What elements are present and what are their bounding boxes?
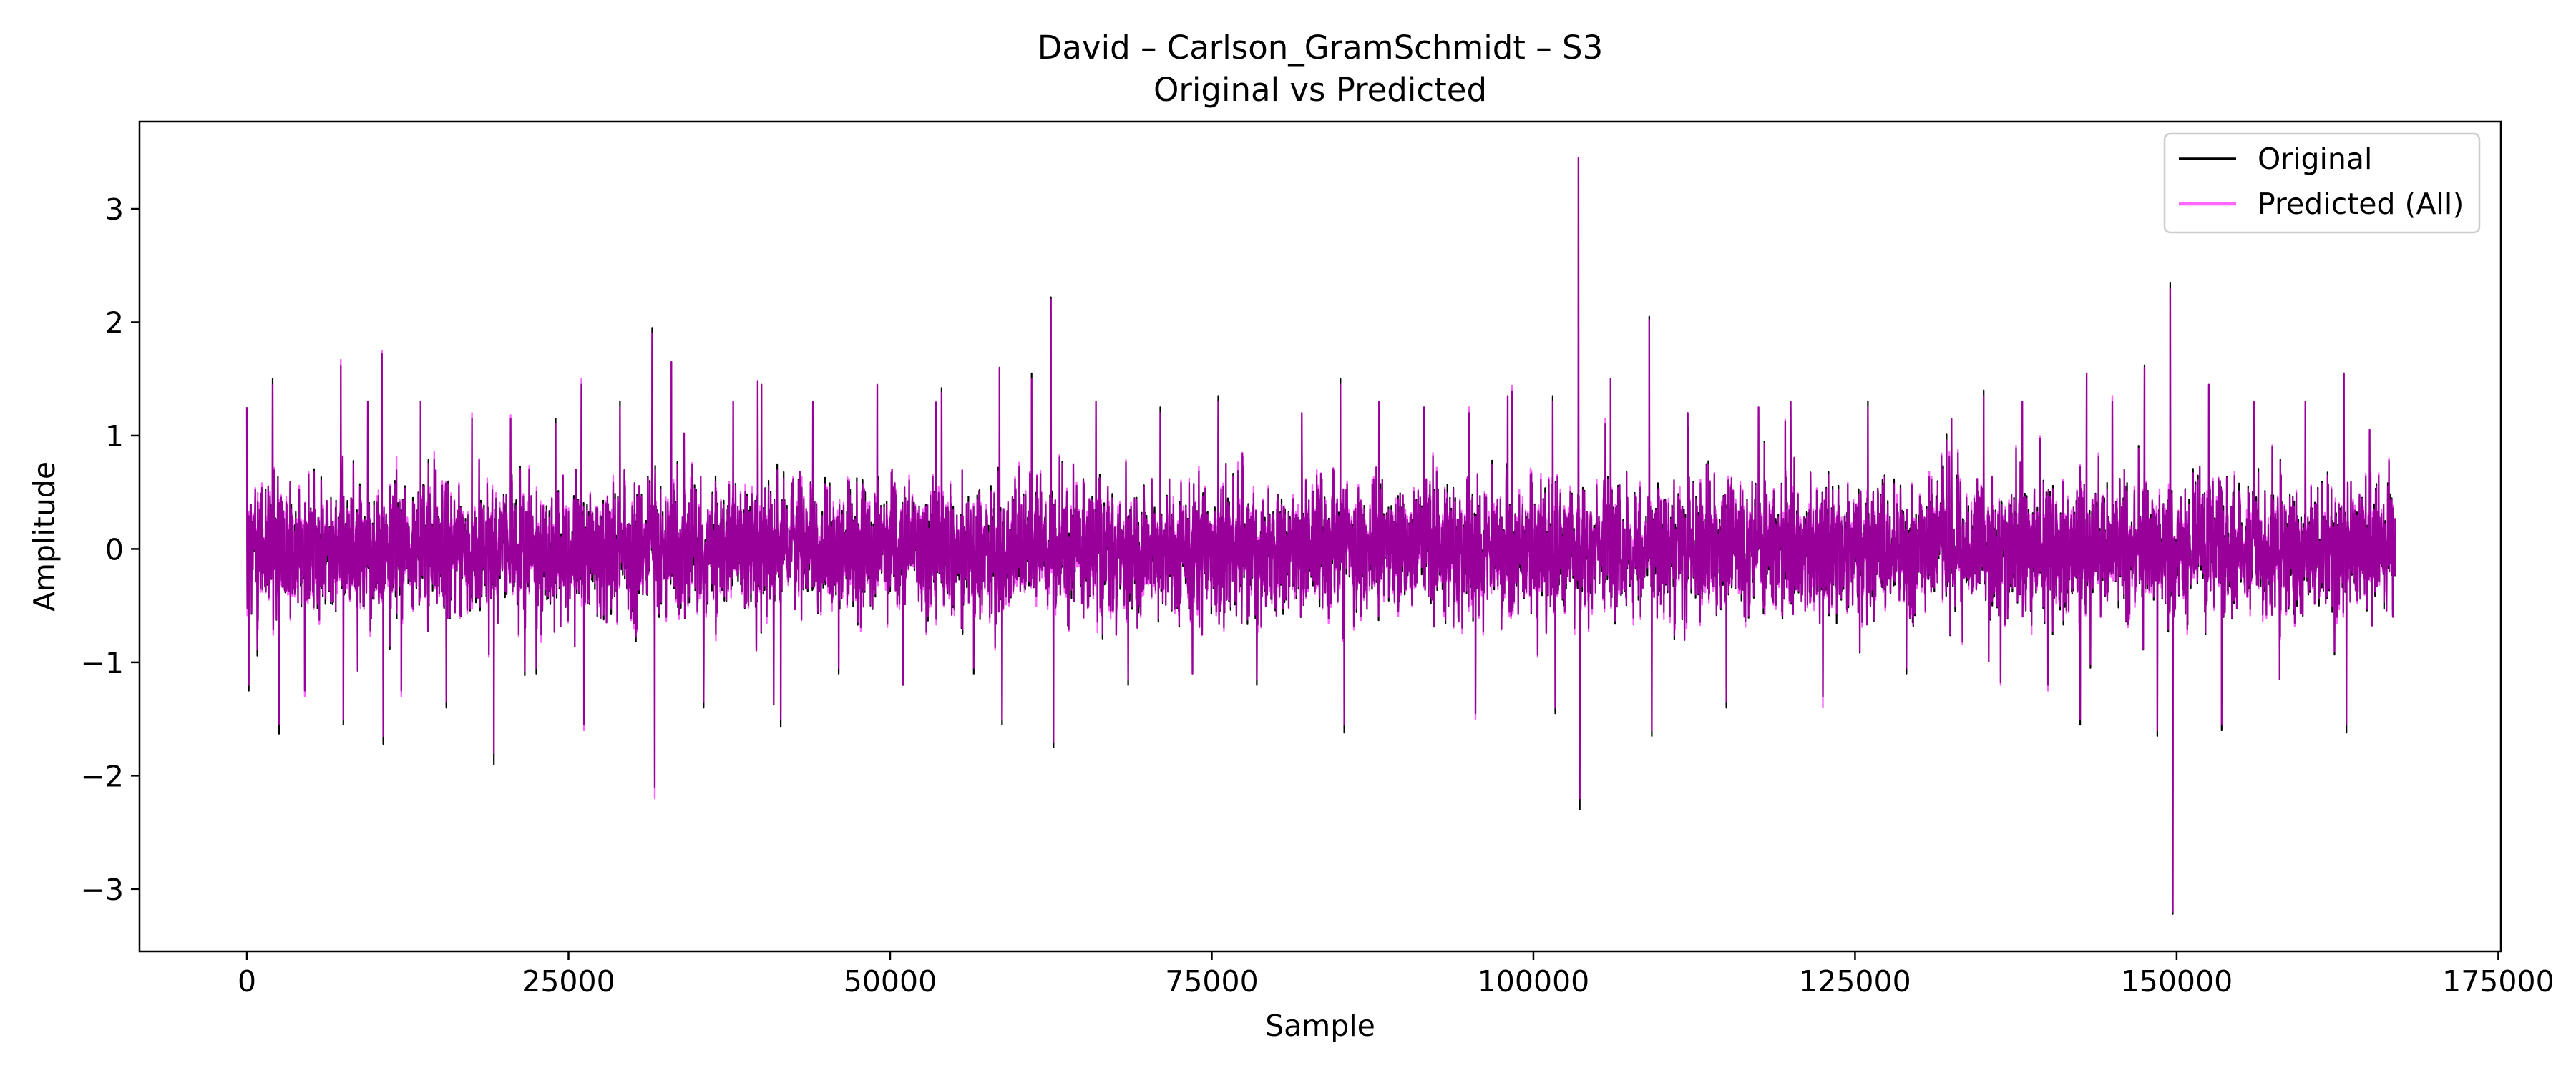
- y-axis-label: Amplitude: [27, 461, 62, 612]
- legend-label-predicted: Predicted (All): [2258, 187, 2464, 221]
- x-tick-label: 50000: [844, 964, 937, 999]
- chart-subtitle: Original vs Predicted: [1153, 71, 1487, 109]
- x-axis-label: Sample: [1265, 1009, 1375, 1043]
- y-tick-label: 1: [105, 419, 124, 454]
- legend: Original Predicted (All): [2163, 132, 2481, 234]
- x-tick-label: 150000: [2121, 964, 2233, 999]
- x-tick-label: 75000: [1165, 964, 1258, 999]
- legend-label-original: Original: [2258, 142, 2372, 176]
- x-tick-label: 0: [238, 964, 256, 999]
- x-tick-label: 175000: [2442, 964, 2555, 999]
- axes-frame: [138, 120, 2502, 953]
- y-tick-label: 0: [105, 532, 124, 567]
- y-tick-label: −3: [81, 873, 124, 907]
- y-tick-label: 2: [105, 305, 124, 340]
- x-tick-label: 25000: [522, 964, 615, 999]
- y-tick-label: −1: [81, 646, 124, 680]
- series-line-predicted: [245, 157, 2396, 913]
- legend-box: [2163, 132, 2481, 234]
- y-tick-label: 3: [105, 192, 124, 227]
- y-tick-label: −2: [81, 759, 124, 793]
- series-layer: [245, 157, 2396, 915]
- y-axis: 3 2 1 0 −1 −2 −3: [81, 192, 140, 907]
- x-tick-label: 100000: [1478, 964, 1590, 999]
- chart-title: David – Carlson_GramSchmidt – S3: [1038, 29, 1604, 67]
- x-axis: 0 25000 50000 75000 100000 125000 150000 175000: [238, 951, 2555, 999]
- x-tick-label: 125000: [1799, 964, 1911, 999]
